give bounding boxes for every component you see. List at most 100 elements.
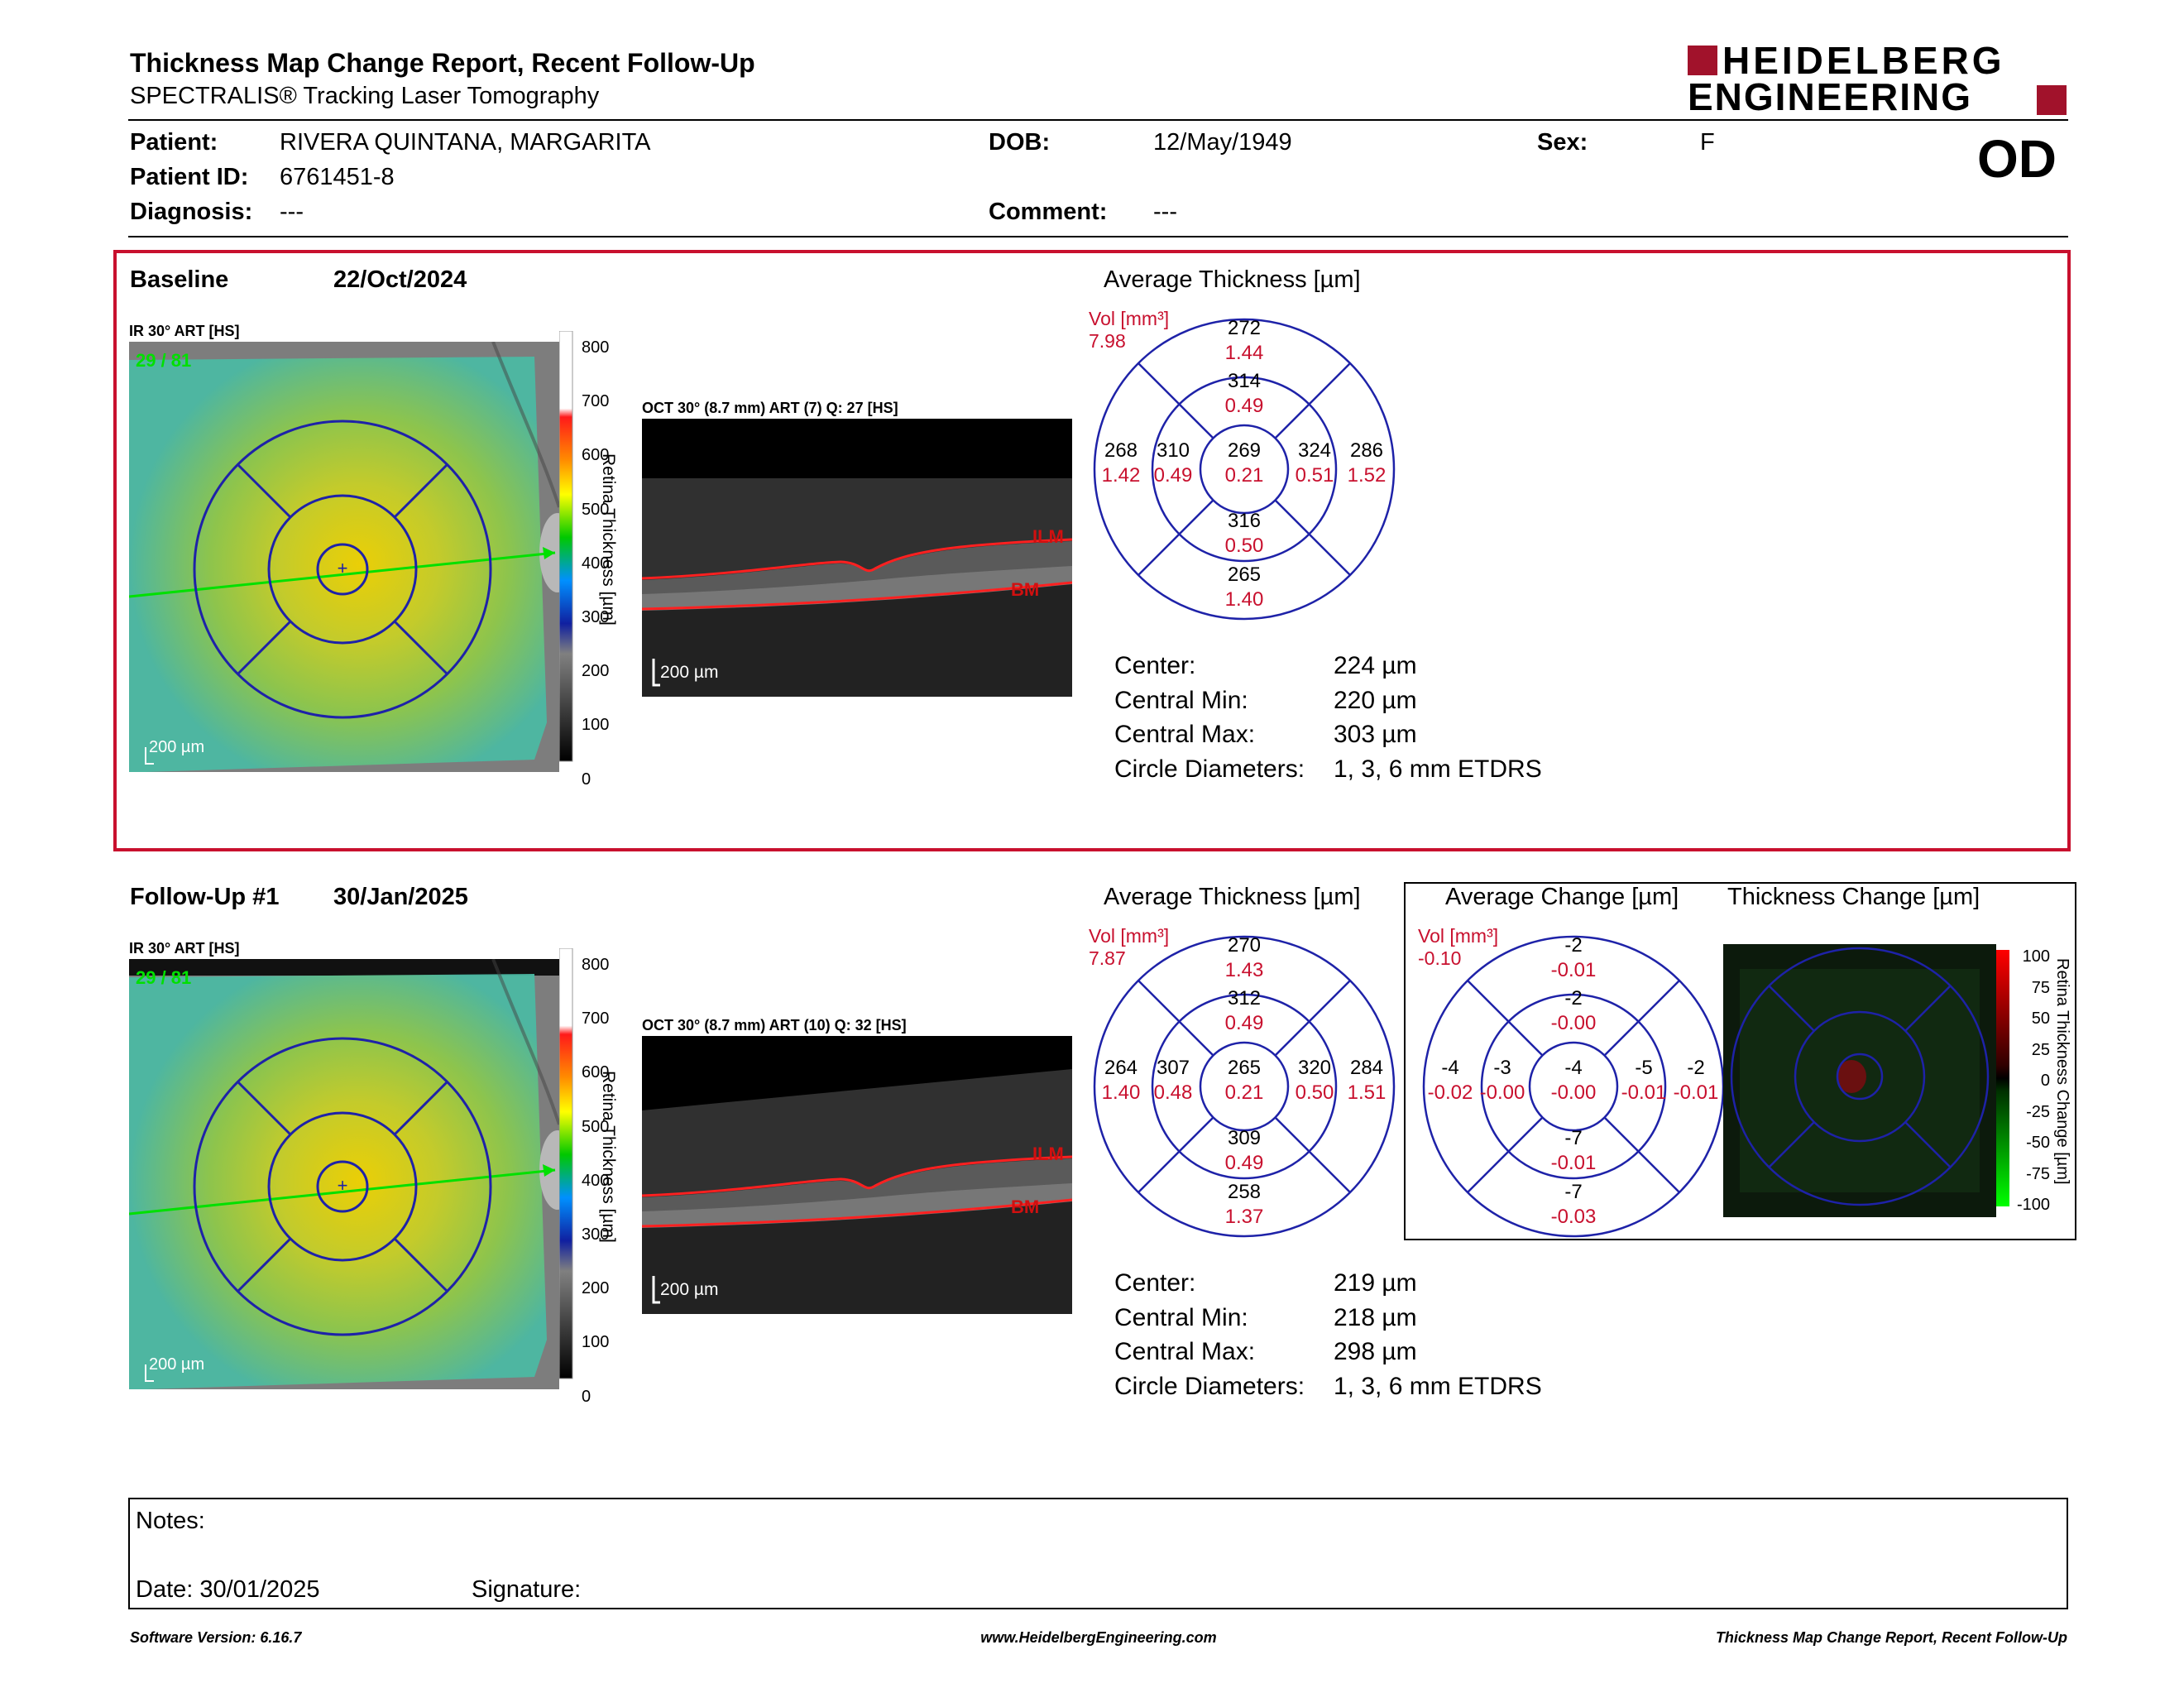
change-inner-temporal: -3 -0.00 <box>1479 1057 1525 1104</box>
bm-label: BM <box>1011 579 1039 600</box>
dob-label: DOB: <box>989 129 1051 156</box>
report-title: Thickness Map Change Report, Recent Foll… <box>130 48 755 78</box>
vol-change-label: Vol [mm³] -0.10 <box>1418 925 1499 969</box>
patient-label: Patient: <box>130 129 218 156</box>
notes-box[interactable] <box>128 1498 2068 1609</box>
colorbar-title: Retina Thickness [µm] <box>599 453 618 626</box>
sector-outer-superior: 272 1.44 <box>1224 317 1264 364</box>
change-outer-nasal: -2 -0.01 <box>1673 1057 1719 1104</box>
sector-inner-inferior: 309 0.49 <box>1224 1127 1264 1174</box>
ilm-label: ILM <box>1032 526 1064 547</box>
report-subtitle: SPECTRALIS® Tracking Laser Tomography <box>130 83 600 109</box>
change-center: -4 -0.00 <box>1550 1057 1597 1104</box>
baseline-frame <box>113 250 2071 851</box>
patient-name: RIVERA QUINTANA, MARGARITA <box>280 129 651 156</box>
sector-outer-temporal: 264 1.40 <box>1101 1057 1141 1104</box>
change-panel <box>1404 882 2076 1240</box>
baseline-label: Baseline <box>130 266 229 293</box>
ir-scale-bar: 200 µm <box>149 738 204 756</box>
heidelberg-logo: HEIDELBERG ENGINEERING <box>1688 39 2067 118</box>
stats-values: 224 µm 220 µm 303 µm 1, 3, 6 mm ETDRS <box>1334 652 1542 783</box>
sector-outer-nasal: 286 1.52 <box>1347 439 1387 487</box>
thickness-change-map <box>1723 944 1996 1221</box>
oct-bscan: ILM BM 200 µm <box>641 1036 1073 1318</box>
ir-thickness-map: + 29 / 81 200 µm <box>128 341 576 776</box>
sector-inner-superior: 314 0.49 <box>1224 370 1264 417</box>
svg-text:+: + <box>338 1175 348 1196</box>
sex-value: F <box>1700 129 1715 156</box>
change-colorbar-title: Retina Thickness Change [µm] <box>2053 958 2071 1185</box>
avg-thickness-title: Average Thickness [µm] <box>1104 884 1361 910</box>
ir-overlay: 29 / 81 <box>136 967 191 988</box>
sector-outer-inferior: 258 1.37 <box>1224 1181 1264 1228</box>
ir-thickness-map: + 29 / 81 200 µm <box>128 958 576 1393</box>
oct-label: OCT 30° (8.7 mm) ART (10) Q: 32 [HS] <box>642 1017 907 1033</box>
change-inner-nasal: -5 -0.01 <box>1621 1057 1667 1104</box>
sex-label: Sex: <box>1537 129 1588 156</box>
comment-value: --- <box>1153 199 1177 225</box>
colorbar-ticks: 800 700 600 500 400 300 200 100 0 <box>582 338 610 789</box>
oct-scale-bar: 200 µm <box>660 663 718 682</box>
followup-date: 30/Jan/2025 <box>333 884 468 910</box>
change-outer-temporal: -4 -0.02 <box>1427 1057 1473 1104</box>
oct-bscan: ILM BM 200 µm <box>641 419 1073 701</box>
ir-scale-bar: 200 µm <box>149 1355 204 1374</box>
bm-label: BM <box>1011 1196 1039 1217</box>
change-colorbar-ticks: 100 75 50 25 0 -25 -50 -75 -100 <box>2016 947 2050 1214</box>
vol-label: Vol [mm³] 7.87 <box>1089 925 1170 969</box>
thickness-colorbar <box>558 330 650 774</box>
sector-inner-nasal: 320 0.50 <box>1295 1057 1334 1104</box>
sector-center: 265 0.21 <box>1224 1057 1264 1104</box>
oct-label: OCT 30° (8.7 mm) ART (7) Q: 27 [HS] <box>642 400 898 416</box>
colorbar-ticks: 800 700 600 500 400 300 200 100 0 <box>582 956 610 1406</box>
change-colorbar <box>1996 950 2009 1211</box>
ilm-label: ILM <box>1032 1144 1064 1164</box>
sector-inner-temporal: 310 0.49 <box>1153 439 1193 487</box>
ir-overlay: 29 / 81 <box>136 350 191 371</box>
sector-outer-nasal: 284 1.51 <box>1347 1057 1387 1104</box>
sector-inner-superior: 312 0.49 <box>1224 987 1264 1034</box>
diagnosis-value: --- <box>280 199 304 225</box>
baseline-date: 22/Oct/2024 <box>333 266 467 293</box>
followup-label: Follow-Up #1 <box>130 884 280 910</box>
diagnosis-label: Diagnosis: <box>130 199 253 225</box>
signature-label: Signature: <box>472 1576 582 1603</box>
oct-scale-bar: 200 µm <box>660 1280 718 1299</box>
software-version: Software Version: 6.16.7 <box>130 1629 302 1646</box>
sector-outer-temporal: 268 1.42 <box>1101 439 1141 487</box>
ir-label: IR 30° ART [HS] <box>129 940 240 957</box>
change-inner-inferior: -7 -0.01 <box>1550 1127 1597 1174</box>
ir-label: IR 30° ART [HS] <box>129 323 240 339</box>
notes-label: Notes: <box>136 1508 205 1534</box>
change-inner-superior: -2 -0.00 <box>1550 987 1597 1034</box>
thickness-change-title: Thickness Change [µm] <box>1727 884 1980 910</box>
sector-outer-inferior: 265 1.40 <box>1224 563 1264 611</box>
stats-labels: Center: Central Min: Central Max: Circle D… <box>1114 1269 1305 1400</box>
sector-inner-nasal: 324 0.51 <box>1295 439 1334 487</box>
patient-id-label: Patient ID: <box>130 164 249 190</box>
avg-change-title: Average Change [µm] <box>1445 884 1679 910</box>
sector-outer-superior: 270 1.43 <box>1224 934 1264 981</box>
sector-center: 269 0.21 <box>1224 439 1264 487</box>
svg-text:+: + <box>338 558 348 578</box>
comment-label: Comment: <box>989 199 1108 225</box>
website-link[interactable]: www.HeidelbergEngineering.com <box>980 1629 1217 1646</box>
stats-values: 219 µm 218 µm 298 µm 1, 3, 6 mm ETDRS <box>1334 1269 1542 1400</box>
notes-date: Date: 30/01/2025 <box>136 1576 320 1603</box>
change-outer-inferior: -7 -0.03 <box>1550 1181 1597 1228</box>
thickness-colorbar <box>558 947 650 1391</box>
etdrs-grid-followup <box>1092 932 1406 1242</box>
sector-inner-temporal: 307 0.48 <box>1153 1057 1193 1104</box>
eye-indicator: OD <box>1977 129 2057 189</box>
vol-label: Vol [mm³] 7.98 <box>1089 308 1170 352</box>
colorbar-title: Retina Thickness [µm] <box>599 1071 618 1243</box>
sector-inner-inferior: 316 0.50 <box>1224 510 1264 557</box>
footer-report-name: Thickness Map Change Report, Recent Foll… <box>1715 1629 2067 1646</box>
dob-value: 12/May/1949 <box>1153 129 1292 156</box>
avg-thickness-title: Average Thickness [µm] <box>1104 266 1361 293</box>
etdrs-grid-baseline <box>1092 314 1406 625</box>
change-outer-superior: -2 -0.01 <box>1550 934 1597 981</box>
stats-labels: Center: Central Min: Central Max: Circle D… <box>1114 652 1305 783</box>
patient-id-value: 6761451-8 <box>280 164 395 190</box>
